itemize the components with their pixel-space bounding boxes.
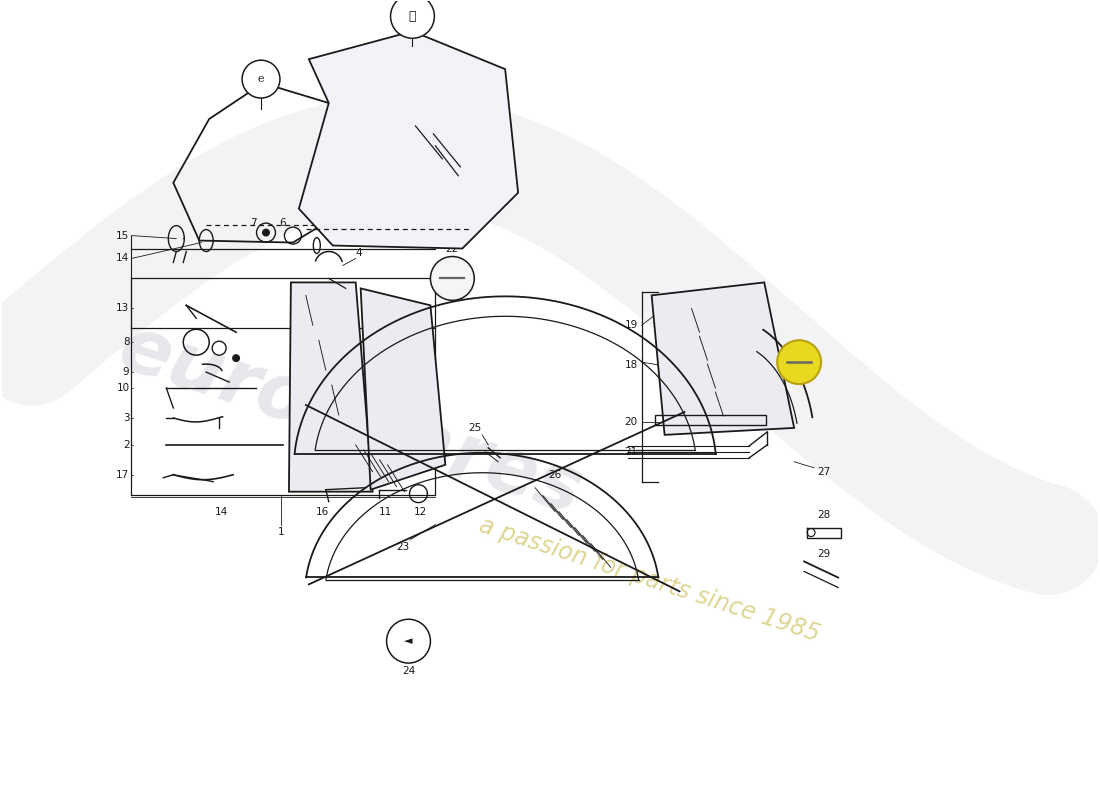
Circle shape [430, 257, 474, 300]
Text: 23: 23 [396, 542, 409, 553]
Text: 25: 25 [469, 423, 482, 433]
Text: 5: 5 [309, 218, 316, 228]
Text: ♟: ♟ [409, 10, 416, 23]
Text: 17: 17 [117, 470, 130, 480]
Text: 18: 18 [625, 360, 638, 370]
Text: 1: 1 [277, 526, 284, 537]
Text: 13: 13 [117, 303, 130, 314]
Text: 24: 24 [402, 666, 415, 676]
Text: 14: 14 [214, 506, 228, 517]
Polygon shape [361, 288, 446, 490]
Text: ◄: ◄ [404, 636, 412, 646]
Text: 3: 3 [123, 413, 130, 423]
Text: 6: 6 [279, 218, 286, 228]
Text: 15: 15 [117, 230, 130, 241]
Text: 27: 27 [817, 466, 830, 477]
Circle shape [262, 229, 270, 237]
Circle shape [232, 354, 240, 362]
Text: 28: 28 [817, 510, 830, 520]
Text: 2: 2 [123, 440, 130, 450]
Polygon shape [651, 282, 794, 435]
Circle shape [390, 0, 435, 38]
Text: 11: 11 [378, 506, 393, 517]
Circle shape [386, 619, 430, 663]
Text: eurospares: eurospares [110, 310, 592, 530]
Polygon shape [299, 31, 518, 249]
Polygon shape [289, 282, 373, 492]
Text: e: e [257, 74, 264, 84]
Text: a passion for parts since 1985: a passion for parts since 1985 [476, 513, 823, 646]
Text: 10: 10 [117, 383, 130, 393]
Text: 19: 19 [625, 320, 638, 330]
Text: 9: 9 [123, 367, 130, 377]
Text: 14: 14 [117, 254, 130, 263]
Text: 8: 8 [123, 338, 130, 347]
Text: 21: 21 [625, 447, 638, 457]
Text: 26: 26 [549, 470, 562, 480]
Circle shape [778, 340, 821, 384]
Text: 4: 4 [355, 247, 362, 258]
Text: 7: 7 [250, 218, 256, 228]
Circle shape [242, 60, 279, 98]
Text: 20: 20 [625, 417, 638, 427]
Text: 29: 29 [817, 550, 830, 559]
Text: 22: 22 [446, 243, 459, 254]
Text: 12: 12 [414, 506, 427, 517]
Text: 16: 16 [316, 506, 329, 517]
